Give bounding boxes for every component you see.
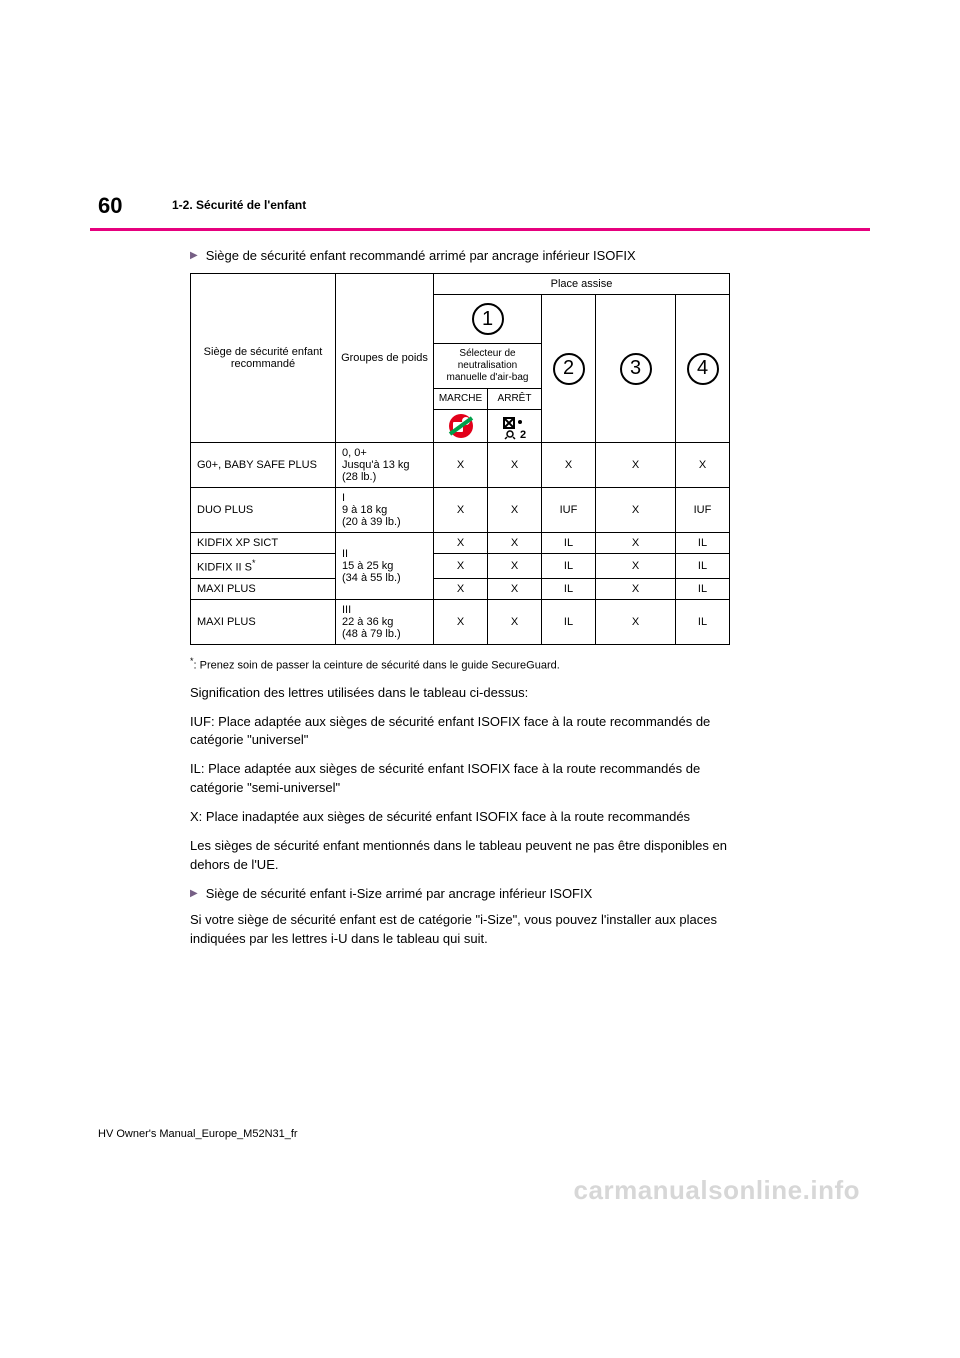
cell-val: X <box>434 578 488 599</box>
bullet-isize: ▶ Siège de sécurité enfant i-Size arrimé… <box>190 886 738 901</box>
footnote: *: Prenez soin de passer la ceinture de … <box>190 655 738 674</box>
cell-val: X <box>596 533 676 554</box>
cell-val: X <box>434 533 488 554</box>
cell-val: X <box>542 443 596 488</box>
section-header: 1-2. Sécurité de l'enfant <box>172 198 306 212</box>
cell-val: X <box>596 599 676 644</box>
cell-val: IL <box>676 578 730 599</box>
triangle-icon: ▶ <box>190 888 198 899</box>
header-seat-col: Siège de sécurité enfant recommandé <box>191 274 336 443</box>
airbag-never-icon-cell <box>434 410 488 443</box>
cell-group: I 9 à 18 kg (20 à 39 lb.) <box>336 488 434 533</box>
cell-val: X <box>596 488 676 533</box>
cell-val: IL <box>542 533 596 554</box>
header-pos1-icon: 1 <box>434 295 542 344</box>
cell-val: X <box>434 599 488 644</box>
cell-val: IUF <box>676 488 730 533</box>
footnote-text: : Prenez soin de passer la ceinture de s… <box>194 659 560 671</box>
cell-group: 0, 0+ Jusqu'à 13 kg (28 lb.) <box>336 443 434 488</box>
availability-note: Les sièges de sécurité enfant mentionnés… <box>190 837 738 875</box>
cell-val: IL <box>542 599 596 644</box>
cell-val: X <box>488 599 542 644</box>
header-weight-col: Groupes de poids <box>336 274 434 443</box>
child-seat-table: Siège de sécurité enfant recommandé Grou… <box>190 273 730 645</box>
triangle-icon: ▶ <box>190 250 198 261</box>
cell-val: IL <box>542 554 596 579</box>
table-row: G0+, BABY SAFE PLUS 0, 0+ Jusqu'à 13 kg … <box>191 443 730 488</box>
circled-3-icon: 3 <box>620 353 652 385</box>
cell-seat: DUO PLUS <box>191 488 336 533</box>
cell-val: X <box>434 554 488 579</box>
cell-val: IL <box>676 554 730 579</box>
cell-seat: KIDFIX II S* <box>191 554 336 579</box>
bullet-text: Siège de sécurité enfant i-Size arrimé p… <box>206 886 593 901</box>
legend-intro: Signification des lettres utilisées dans… <box>190 684 738 703</box>
cell-val: X <box>488 533 542 554</box>
airbag-prohibited-icon <box>444 412 478 440</box>
watermark: carmanualsonline.info <box>574 1175 860 1206</box>
cell-seat: MAXI PLUS <box>191 578 336 599</box>
legend-il: IL: Place adaptée aux sièges de sécurité… <box>190 760 738 798</box>
circled-2-icon: 2 <box>553 353 585 385</box>
cell-seat: KIDFIX XP SICT <box>191 533 336 554</box>
cell-val: X <box>596 554 676 579</box>
header-pos2-icon: 2 <box>542 295 596 443</box>
bullet-isofix-recommended: ▶ Siège de sécurité enfant recommandé ar… <box>190 248 738 263</box>
table-row: DUO PLUS I 9 à 18 kg (20 à 39 lb.) X X I… <box>191 488 730 533</box>
cell-seat: MAXI PLUS <box>191 599 336 644</box>
header-pos3-icon: 3 <box>596 295 676 443</box>
cell-val: X <box>488 488 542 533</box>
table-row: KIDFIX XP SICT II 15 à 25 kg (34 à 55 lb… <box>191 533 730 554</box>
table-row: MAXI PLUS III 22 à 36 kg (48 à 79 lb.) X… <box>191 599 730 644</box>
cell-val: X <box>676 443 730 488</box>
airbag-off-icon-cell: 2 <box>488 410 542 443</box>
isize-text: Si votre siège de sécurité enfant est de… <box>190 911 738 949</box>
legend-x: X: Place inadaptée aux sièges de sécurit… <box>190 808 738 827</box>
circled-4-icon: 4 <box>687 353 719 385</box>
svg-text:2: 2 <box>520 429 526 440</box>
legend-iuf: IUF: Place adaptée aux sièges de sécurit… <box>190 713 738 751</box>
airbag-off-icon: 2 <box>498 412 532 440</box>
page-number: 60 <box>98 193 122 219</box>
cell-val: IL <box>676 599 730 644</box>
cell-val: X <box>488 443 542 488</box>
circled-1-icon: 1 <box>472 303 504 335</box>
cell-val: X <box>596 578 676 599</box>
cell-val: IUF <box>542 488 596 533</box>
footer-manual-id: HV Owner's Manual_Europe_M52N31_fr <box>98 1128 298 1140</box>
table-row: MAXI PLUS X X IL X IL <box>191 578 730 599</box>
cell-val: IL <box>676 533 730 554</box>
header-pos4-icon: 4 <box>676 295 730 443</box>
header-seating-position: Place assise <box>434 274 730 295</box>
cell-val: X <box>488 554 542 579</box>
cell-group: II 15 à 25 kg (34 à 55 lb.) <box>336 533 434 600</box>
cell-val: X <box>434 488 488 533</box>
table-row: KIDFIX II S* X X IL X IL <box>191 554 730 579</box>
header-divider <box>90 228 870 231</box>
bullet-text: Siège de sécurité enfant recommandé arri… <box>206 248 636 263</box>
cell-val: X <box>488 578 542 599</box>
header-switch-on: MARCHE <box>434 389 488 410</box>
cell-group: III 22 à 36 kg (48 à 79 lb.) <box>336 599 434 644</box>
cell-val: X <box>596 443 676 488</box>
cell-val: IL <box>542 578 596 599</box>
header-switch-off: ARRÊT <box>488 389 542 410</box>
header-airbag-selector: Sélecteur de neutralisation manuelle d'a… <box>434 344 542 389</box>
cell-val: X <box>434 443 488 488</box>
cell-seat: G0+, BABY SAFE PLUS <box>191 443 336 488</box>
